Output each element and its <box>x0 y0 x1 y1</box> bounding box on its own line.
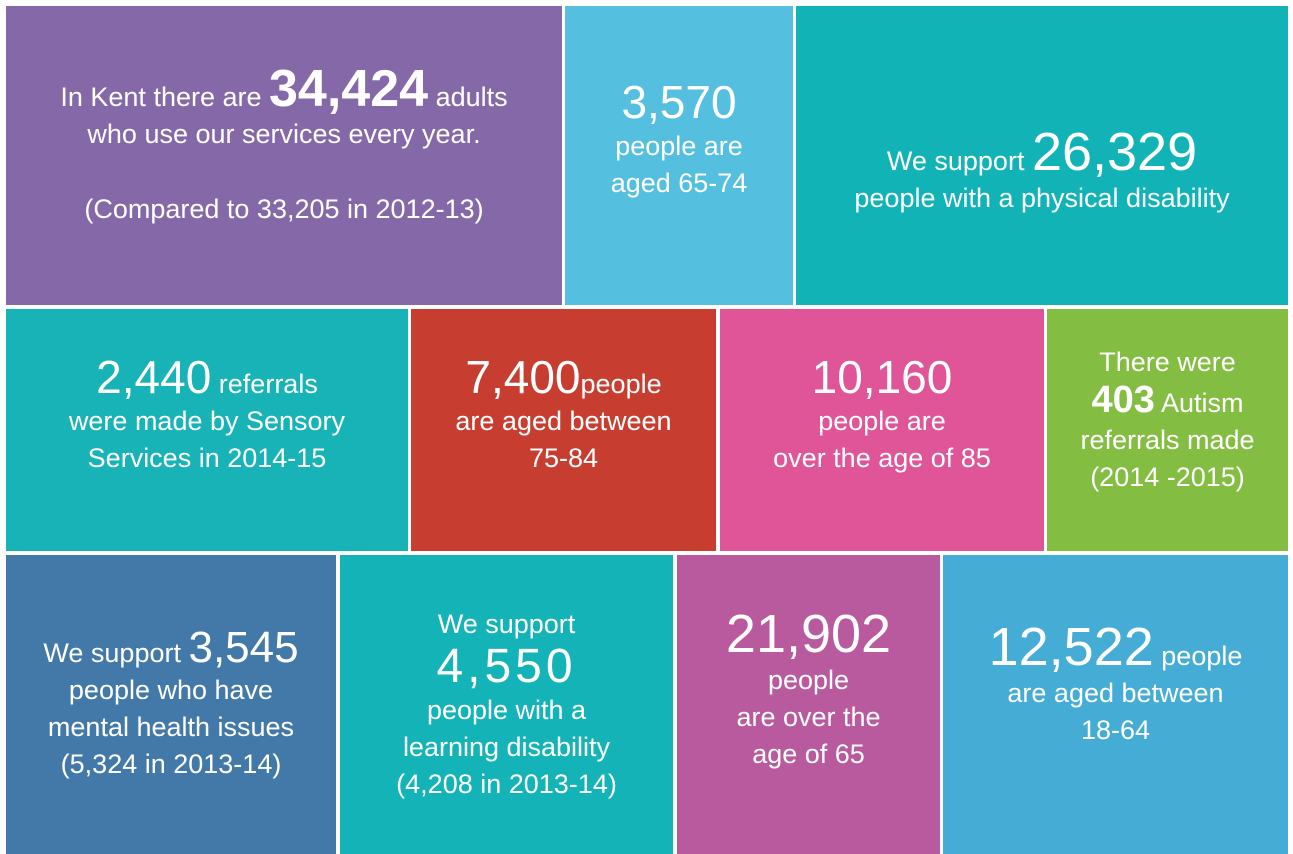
stat-text: 75-84 <box>528 442 599 473</box>
stat-text: people with a physical disability <box>854 182 1230 213</box>
stat-tile: 3,570 people are aged 65-74 <box>565 6 793 305</box>
stat-tile: 10,160 people are over the age of 85 <box>720 309 1044 551</box>
stat-text: In Kent there are <box>60 82 270 112</box>
stat-text: over the age of 85 <box>773 442 991 473</box>
stat-line: 3,570 <box>621 79 736 128</box>
stat-figure: 3,545 <box>188 623 299 672</box>
stat-figure: 10,160 <box>811 350 953 403</box>
stat-line: 7,400people <box>465 354 661 403</box>
stat-tile: 7,400people are aged between 75-84 <box>411 309 716 551</box>
stat-text: referrals made <box>1080 425 1255 455</box>
stat-line: referrals made <box>1080 422 1254 459</box>
stat-line: people are <box>615 128 743 165</box>
stat-line: learning disability <box>403 729 610 766</box>
stat-line: are aged between <box>1007 675 1223 712</box>
stat-text: are aged between <box>455 405 672 436</box>
stat-line: (4,208 in 2013-14) <box>396 766 617 803</box>
stat-text: We support <box>43 638 189 668</box>
stat-line: over the age of 85 <box>773 440 991 477</box>
stat-line: people with a <box>427 692 586 729</box>
stat-line: are aged between <box>455 403 671 440</box>
stat-text: Services in 2014-15 <box>87 442 327 473</box>
stat-text: people <box>767 664 850 695</box>
stat-line: 4,550 <box>436 643 576 692</box>
stat-line: age of 65 <box>752 736 865 773</box>
stat-line: aged 65-74 <box>611 165 748 202</box>
stat-line: 12,522 people <box>989 620 1243 675</box>
stat-text: Autism <box>1154 388 1244 418</box>
stat-figure: 3,570 <box>621 76 737 128</box>
stat-text: (2014 -2015) <box>1090 462 1245 492</box>
stat-line: mental health issues <box>48 709 294 746</box>
stat-tile: There were 403 Autism referrals made (2014 … <box>1047 309 1288 551</box>
stat-text: (Compared to 33,205 in 2012-13) <box>84 194 484 224</box>
stat-line: Services in 2014-15 <box>88 440 327 477</box>
stat-line: We support <box>438 606 576 643</box>
stat-figure: 12,522 <box>988 617 1154 677</box>
stat-line: 21,902 <box>726 607 891 662</box>
stat-line: were made by Sensory <box>69 403 345 440</box>
stat-line: people are <box>818 403 946 440</box>
stat-line: There were <box>1099 344 1236 381</box>
stat-line: (5,324 in 2013-14) <box>61 746 282 783</box>
stat-line: (2014 -2015) <box>1090 459 1245 496</box>
stat-line: are over the <box>736 699 880 736</box>
stat-line: 18-64 <box>1081 712 1150 749</box>
stat-tile: 2,440 referrals were made by Sensory Servi… <box>6 309 408 551</box>
stat-text: people <box>1153 641 1243 671</box>
stat-figure: 4,550 <box>436 640 577 693</box>
stat-text: mental health issues <box>47 712 295 742</box>
stat-text: age of 65 <box>752 738 865 769</box>
stat-figure: 403 <box>1091 379 1155 421</box>
stat-text: who use our services every year. <box>87 119 481 149</box>
stat-tile: We support 3,545 people who have mental he… <box>6 555 336 854</box>
stat-line: In Kent there are 34,424 adults <box>60 63 507 116</box>
stat-figure: 34,424 <box>269 60 429 118</box>
stat-text: people with a <box>426 695 587 725</box>
stat-figure: 2,440 <box>96 350 212 403</box>
stat-text: adults <box>428 82 508 112</box>
stat-text: We support <box>437 609 576 639</box>
stat-line: (Compared to 33,205 in 2012-13) <box>84 191 483 228</box>
stat-line: people who have <box>69 672 273 709</box>
stat-text: There were <box>1099 347 1236 377</box>
stat-text: are over the <box>736 701 881 732</box>
stat-figure: 26,329 <box>1031 121 1198 182</box>
stat-text: aged 65-74 <box>610 168 748 198</box>
stat-text: people <box>580 368 662 399</box>
stat-line: people <box>768 662 849 699</box>
stat-tile: We support 4,550 people with a learning dis… <box>340 555 673 854</box>
stat-line: We support 26,329 <box>887 125 1197 180</box>
stat-figure: 7,400 <box>465 350 581 403</box>
stat-text: (5,324 in 2013-14) <box>60 749 282 779</box>
stat-text: We support <box>886 145 1032 176</box>
stat-figure: 21,902 <box>725 603 892 664</box>
stat-text: people are <box>818 405 946 436</box>
stat-text: were made by Sensory <box>68 405 346 436</box>
stat-text: people are <box>615 131 743 161</box>
stat-text: learning disability <box>402 732 611 762</box>
stat-tile: 21,902 people are over the age of 65 <box>677 555 940 854</box>
stat-line: We support 3,545 <box>43 626 298 672</box>
stat-tile: In Kent there are 34,424 adults who use o… <box>6 6 562 305</box>
stat-text: are aged between <box>1007 678 1224 708</box>
stat-tile: We support 26,329 people with a physical … <box>796 6 1288 305</box>
stat-text: people who have <box>68 675 274 705</box>
stat-line: 403 Autism <box>1092 381 1244 422</box>
stat-line: 2,440 referrals <box>96 354 318 403</box>
stat-line: 10,160 <box>812 354 953 403</box>
stat-text: 18-64 <box>1080 715 1151 745</box>
stat-text: (4,208 in 2013-14) <box>396 769 617 799</box>
stat-line: people with a physical disability <box>854 180 1229 217</box>
stat-line: 75-84 <box>529 440 598 477</box>
stat-line: who use our services every year. <box>87 116 480 153</box>
stat-text: referrals <box>211 368 318 399</box>
stat-tile: 12,522 people are aged between 18-64 <box>943 555 1288 854</box>
